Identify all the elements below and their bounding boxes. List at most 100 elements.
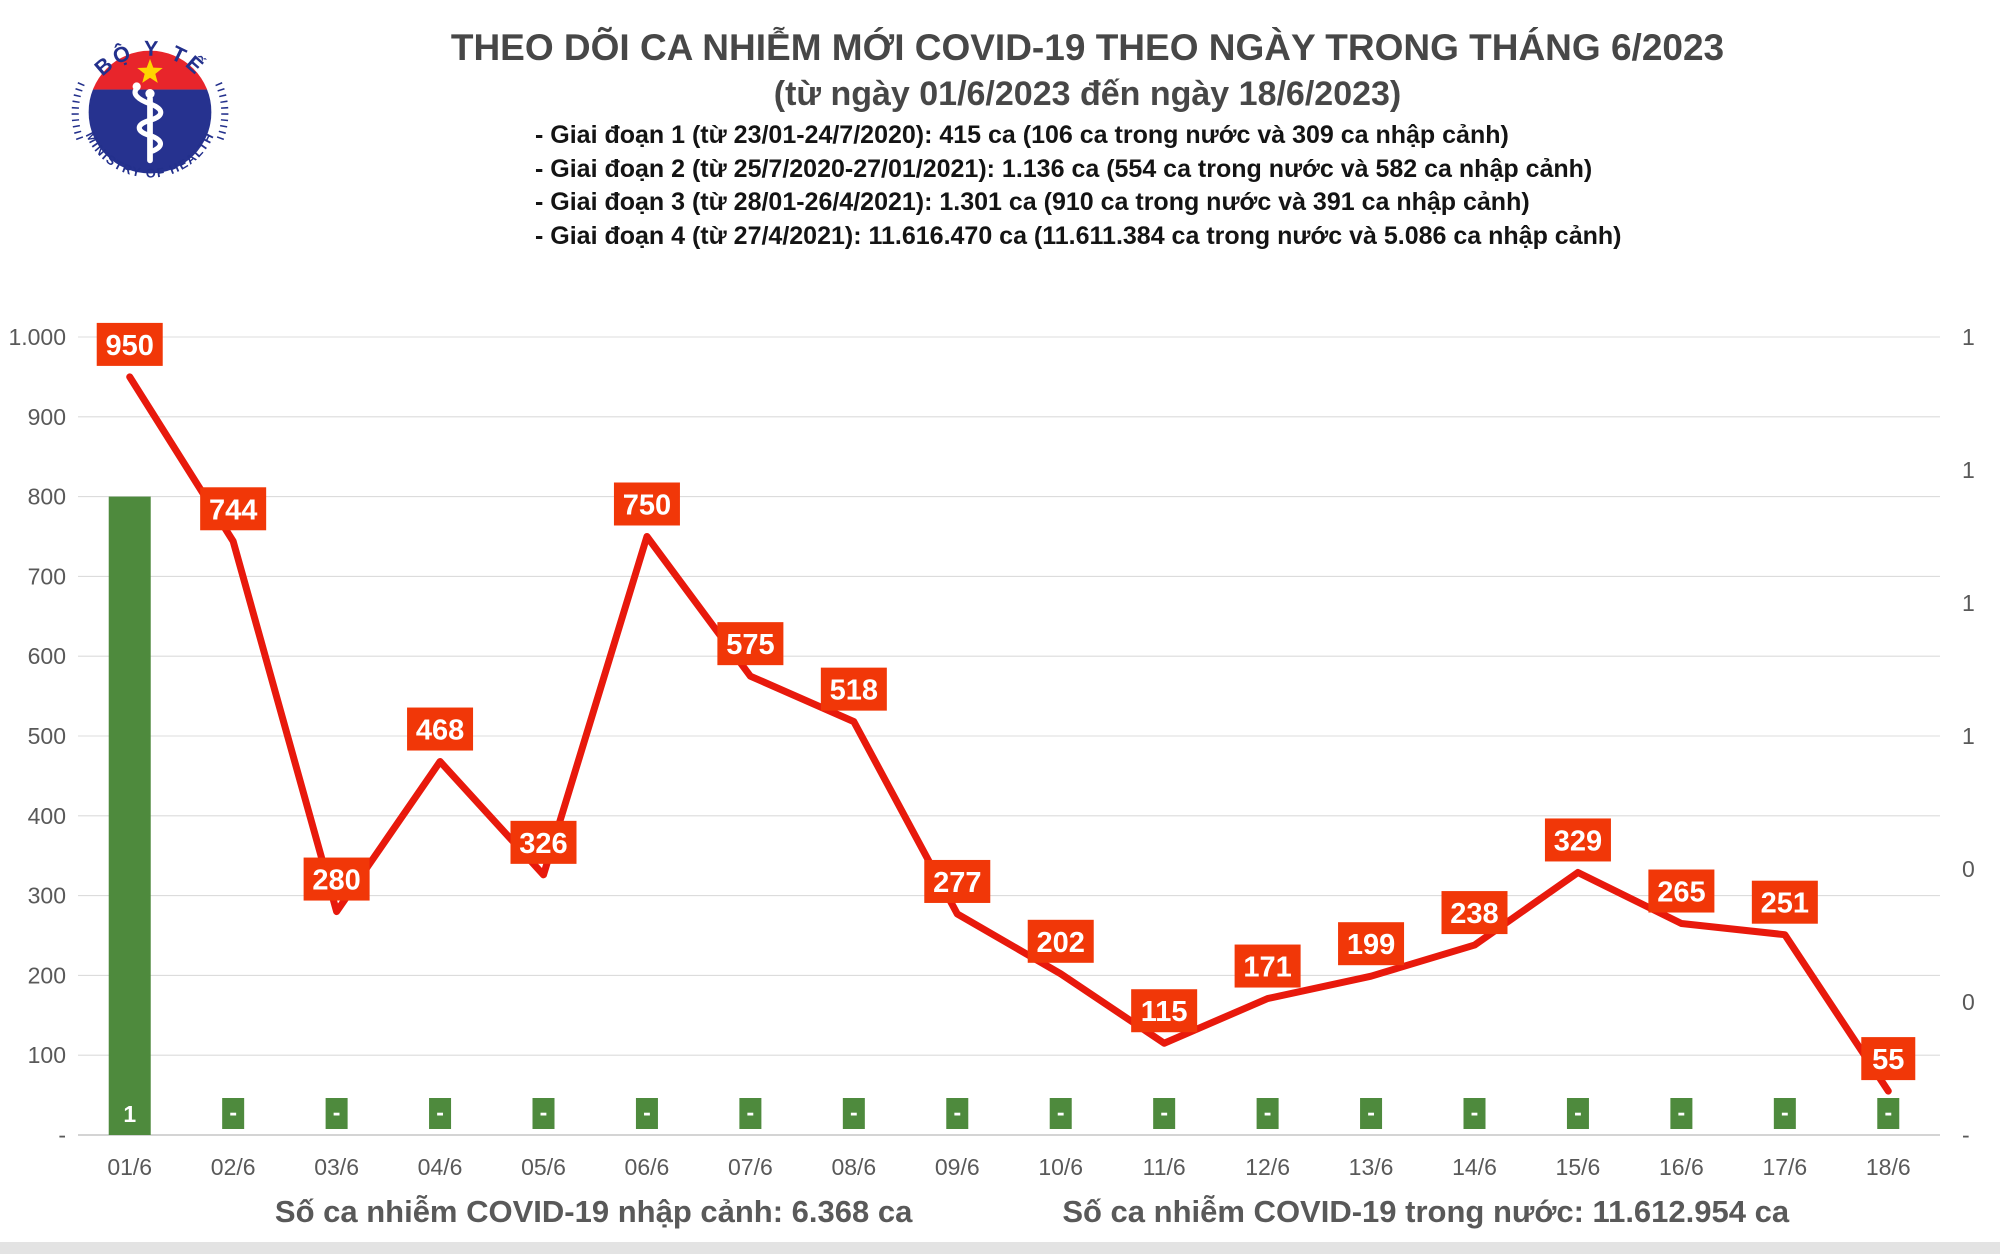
x-axis-label: 04/6	[418, 1154, 463, 1180]
phase-3-line: - Giai đoạn 3 (từ 28/01-26/4/2021): 1.30…	[535, 188, 1530, 216]
header: THEO DÕI CA NHIỄM MỚI COVID-19 THEO NGÀY…	[175, 24, 2000, 116]
data-label-value: 468	[416, 715, 464, 747]
data-label-box	[407, 707, 474, 751]
import-zero-badge	[1360, 1098, 1383, 1129]
data-label-box	[613, 482, 680, 526]
legend-item-imported: Số ca nhiễm COVID-19 nhập cảnh: 6.368 ca	[211, 1194, 912, 1230]
y-axis-tick-left: 400	[28, 803, 66, 829]
data-label-value: 171	[1243, 952, 1291, 984]
bottom-strip	[0, 1242, 2000, 1254]
data-label-value: 950	[106, 330, 154, 362]
x-axis-label: 15/6	[1556, 1154, 1601, 1180]
y-axis-tick-left: 500	[28, 723, 66, 749]
import-zero-badge	[1153, 1098, 1176, 1129]
data-label-value: 55	[1872, 1044, 1904, 1076]
import-zero-badge	[1773, 1098, 1796, 1129]
data-label-value: 115	[1141, 996, 1188, 1028]
data-label-box	[1648, 869, 1715, 913]
x-axis-label: 05/6	[521, 1154, 566, 1180]
y-axis-tick-left: 700	[28, 563, 66, 589]
y-axis-tick-left: 200	[28, 962, 66, 988]
data-label-value: 199	[1347, 929, 1395, 961]
y-axis-tick-right: 1	[1962, 590, 1975, 616]
bar-zero-label: -	[1471, 1099, 1479, 1125]
data-label-value: 326	[519, 828, 567, 860]
import-zero-badge	[946, 1098, 969, 1129]
legend-bar-label: Số ca nhiễm COVID-19 nhập cảnh: 6.368 ca	[274, 1194, 913, 1229]
x-axis-label: 11/6	[1143, 1154, 1186, 1180]
data-label-value: 518	[830, 675, 878, 707]
bar-zero-label: -	[643, 1099, 651, 1125]
moh-logo-graphic: BỘ Y TẾ MINISTRY OF HEALTH	[71, 37, 229, 181]
bar-zero-label: -	[333, 1099, 341, 1125]
data-label-box	[303, 857, 370, 901]
x-axis-label: 12/6	[1245, 1154, 1290, 1180]
y-axis-tick-right: 1	[1962, 457, 1975, 483]
y-axis-tick-left: 1.000	[8, 324, 66, 350]
bar-value-label: 1	[123, 1101, 136, 1127]
data-label-value: 277	[933, 867, 981, 899]
bar-zero-label: -	[1884, 1099, 1892, 1125]
legend-bar-swatch	[211, 1197, 263, 1227]
data-label-value: 265	[1657, 877, 1705, 909]
y-axis-tick-right: 0	[1962, 989, 1975, 1015]
x-axis-label: 18/6	[1866, 1154, 1911, 1180]
data-label-value: 750	[623, 490, 671, 522]
bar-zero-label: -	[1574, 1099, 1582, 1125]
x-axis-label: 02/6	[211, 1154, 256, 1180]
x-axis-label: 16/6	[1659, 1154, 1704, 1180]
data-label-value: 329	[1554, 825, 1602, 857]
y-axis-tick-left: 100	[28, 1042, 66, 1068]
bar-zero-label: -	[229, 1099, 237, 1125]
phase-4-line: - Giai đoạn 4 (từ 27/4/2021): 11.616.470…	[535, 221, 1622, 250]
y-axis-tick-left: 300	[28, 883, 66, 909]
legend-item-domestic: Số ca nhiễm COVID-19 trong nước: 11.612.…	[984, 1194, 1789, 1230]
data-label-box	[1338, 922, 1405, 966]
bar-zero-label: -	[1057, 1099, 1065, 1125]
chart-legend: Số ca nhiễm COVID-19 nhập cảnh: 6.368 ca…	[0, 1194, 2000, 1230]
logo-asclepius-icon	[132, 82, 164, 164]
data-label-box	[200, 487, 267, 531]
import-zero-badge	[222, 1098, 245, 1129]
import-zero-badge	[739, 1098, 762, 1129]
bar-zero-label: -	[747, 1099, 755, 1125]
y-axis-tick-right: 1	[1962, 324, 1975, 350]
import-zero-badge	[1049, 1098, 1072, 1129]
bar-zero-label: -	[436, 1099, 444, 1125]
logo-star-icon	[137, 58, 163, 83]
y-axis-tick-left: 600	[28, 643, 66, 669]
bar-zero-label: -	[1160, 1099, 1168, 1125]
data-label-box	[717, 622, 784, 666]
bar-zero-label: -	[850, 1099, 858, 1125]
import-zero-badge	[1877, 1098, 1900, 1129]
x-axis-label: 03/6	[314, 1154, 359, 1180]
x-axis-label: 14/6	[1452, 1154, 1497, 1180]
data-label-box	[1131, 989, 1198, 1033]
import-zero-badge	[842, 1098, 865, 1129]
import-zero-badge	[1463, 1098, 1486, 1129]
import-zero-badge	[635, 1098, 658, 1129]
logo-right-ticks	[215, 81, 229, 145]
import-zero-badge	[325, 1098, 348, 1129]
y-axis-tick-right: -	[1962, 1122, 1970, 1148]
bar-zero-label: -	[1264, 1099, 1272, 1125]
import-zero-badge	[429, 1098, 452, 1129]
data-label-box	[1861, 1037, 1916, 1081]
y-axis-tick-left: 900	[28, 404, 66, 430]
page-title: THEO DÕI CA NHIỄM MỚI COVID-19 THEO NGÀY…	[450, 27, 1725, 68]
x-axis-label: 17/6	[1762, 1154, 1807, 1180]
bar-zero-label: -	[1367, 1099, 1375, 1125]
domestic-cases-line	[126, 373, 1892, 1095]
x-axis-label: 01/6	[107, 1154, 152, 1180]
y-axis-tick-right: 1	[1962, 723, 1975, 749]
moh-logo: BỘ Y TẾ MINISTRY OF HEALTH	[63, 22, 237, 196]
y-axis-tick-right: 0	[1962, 856, 1975, 882]
bar-zero-label: -	[953, 1099, 961, 1125]
phase-1-line: - Giai đoạn 1 (từ 23/01-24/7/2020): 415 …	[535, 121, 1509, 149]
x-axis-label: 10/6	[1038, 1154, 1083, 1180]
data-label-value: 280	[312, 865, 360, 897]
legend-line-swatch	[984, 1208, 1050, 1216]
x-axis-label: 06/6	[625, 1154, 670, 1180]
